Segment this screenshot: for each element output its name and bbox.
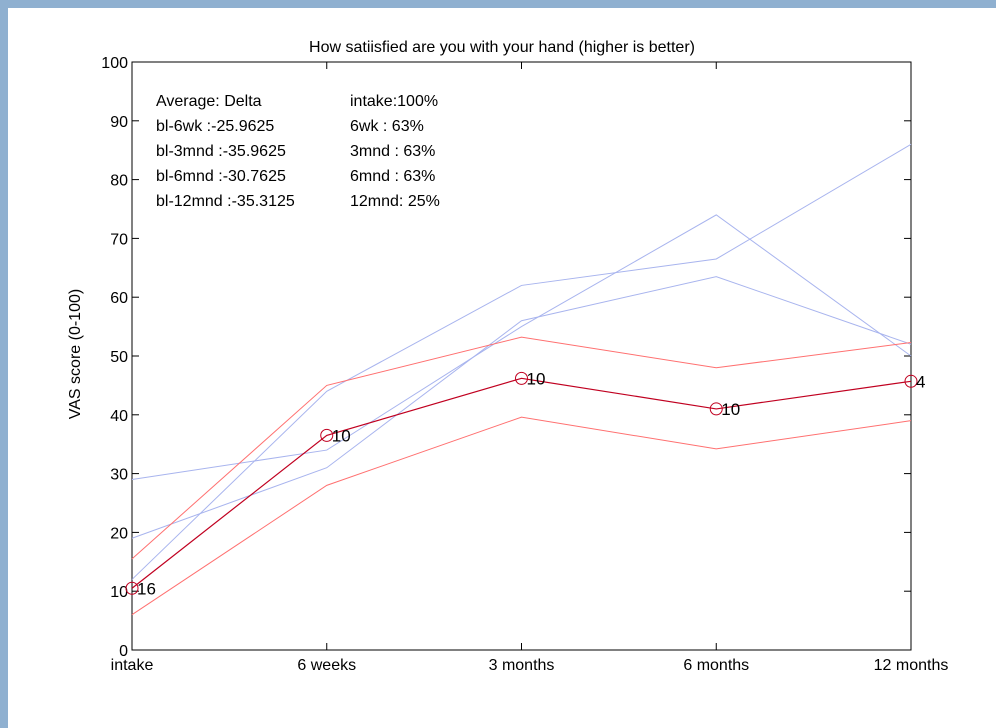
mean-point-marker: [709, 402, 723, 416]
y-axis-label: VAS score (0-100): [67, 289, 84, 419]
ci-lower-line: [131, 416, 912, 616]
annotation-percent-text: 6mnd : 63%: [350, 168, 435, 185]
point-n-label: 16: [137, 579, 156, 598]
annotation-delta-text: bl-12mnd :-35.3125: [156, 193, 295, 210]
point-n-label: 10: [721, 400, 740, 419]
annotation-delta-text: Average: Delta: [156, 93, 262, 110]
y-tick-label: 60: [110, 290, 128, 307]
y-tick-label: 90: [110, 114, 128, 131]
y-tick-label: 0: [119, 643, 128, 660]
annotation-delta-text: bl-6wk :-25.9625: [156, 118, 274, 135]
individual-series-line-1: [131, 214, 912, 480]
y-tick-label: 10: [110, 584, 128, 601]
annotation-percent-text: 6wk : 63%: [350, 118, 424, 135]
point-n-label: 10: [332, 426, 351, 445]
annotation-percent-text: intake:100%: [350, 93, 438, 110]
y-tick-label: 100: [101, 55, 128, 72]
figure-window: How satiisfied are you with your hand (h…: [8, 8, 996, 728]
annotation-percent-text: 12mnd: 25%: [350, 193, 440, 210]
mean-point-marker: [125, 581, 139, 595]
mean-point-marker: [320, 428, 334, 442]
y-tick-label: 70: [110, 231, 128, 248]
mean-point-marker: [515, 371, 528, 385]
y-tick-label: 50: [110, 349, 128, 366]
annotation-delta-text: bl-3mnd :-35.9625: [156, 143, 286, 160]
point-n-label: 10: [527, 369, 546, 388]
y-tick-label: 80: [110, 173, 128, 190]
x-tick-label: 3 months: [489, 657, 555, 674]
line-chart: How satiisfied are you with your hand (h…: [67, 39, 949, 674]
x-tick-label: intake: [111, 657, 154, 674]
mean-point-marker: [904, 374, 918, 388]
ci-upper-line: [131, 336, 912, 560]
x-tick-label: 6 weeks: [297, 657, 356, 674]
annotation-delta-text: bl-6mnd :-30.7625: [156, 168, 286, 185]
mean-series-line: [131, 377, 912, 589]
x-tick-label: 12 months: [874, 657, 949, 674]
y-tick-label: 40: [110, 408, 128, 425]
y-tick-label: 20: [110, 525, 128, 542]
point-n-label: 4: [916, 372, 925, 391]
x-tick-label: 6 months: [683, 657, 749, 674]
individual-series-line-2: [131, 276, 912, 539]
chart-title: How satiisfied are you with your hand (h…: [309, 39, 695, 56]
individual-series-line-3: [131, 143, 912, 580]
y-tick-label: 30: [110, 467, 128, 484]
annotation-percent-text: 3mnd : 63%: [350, 143, 435, 160]
